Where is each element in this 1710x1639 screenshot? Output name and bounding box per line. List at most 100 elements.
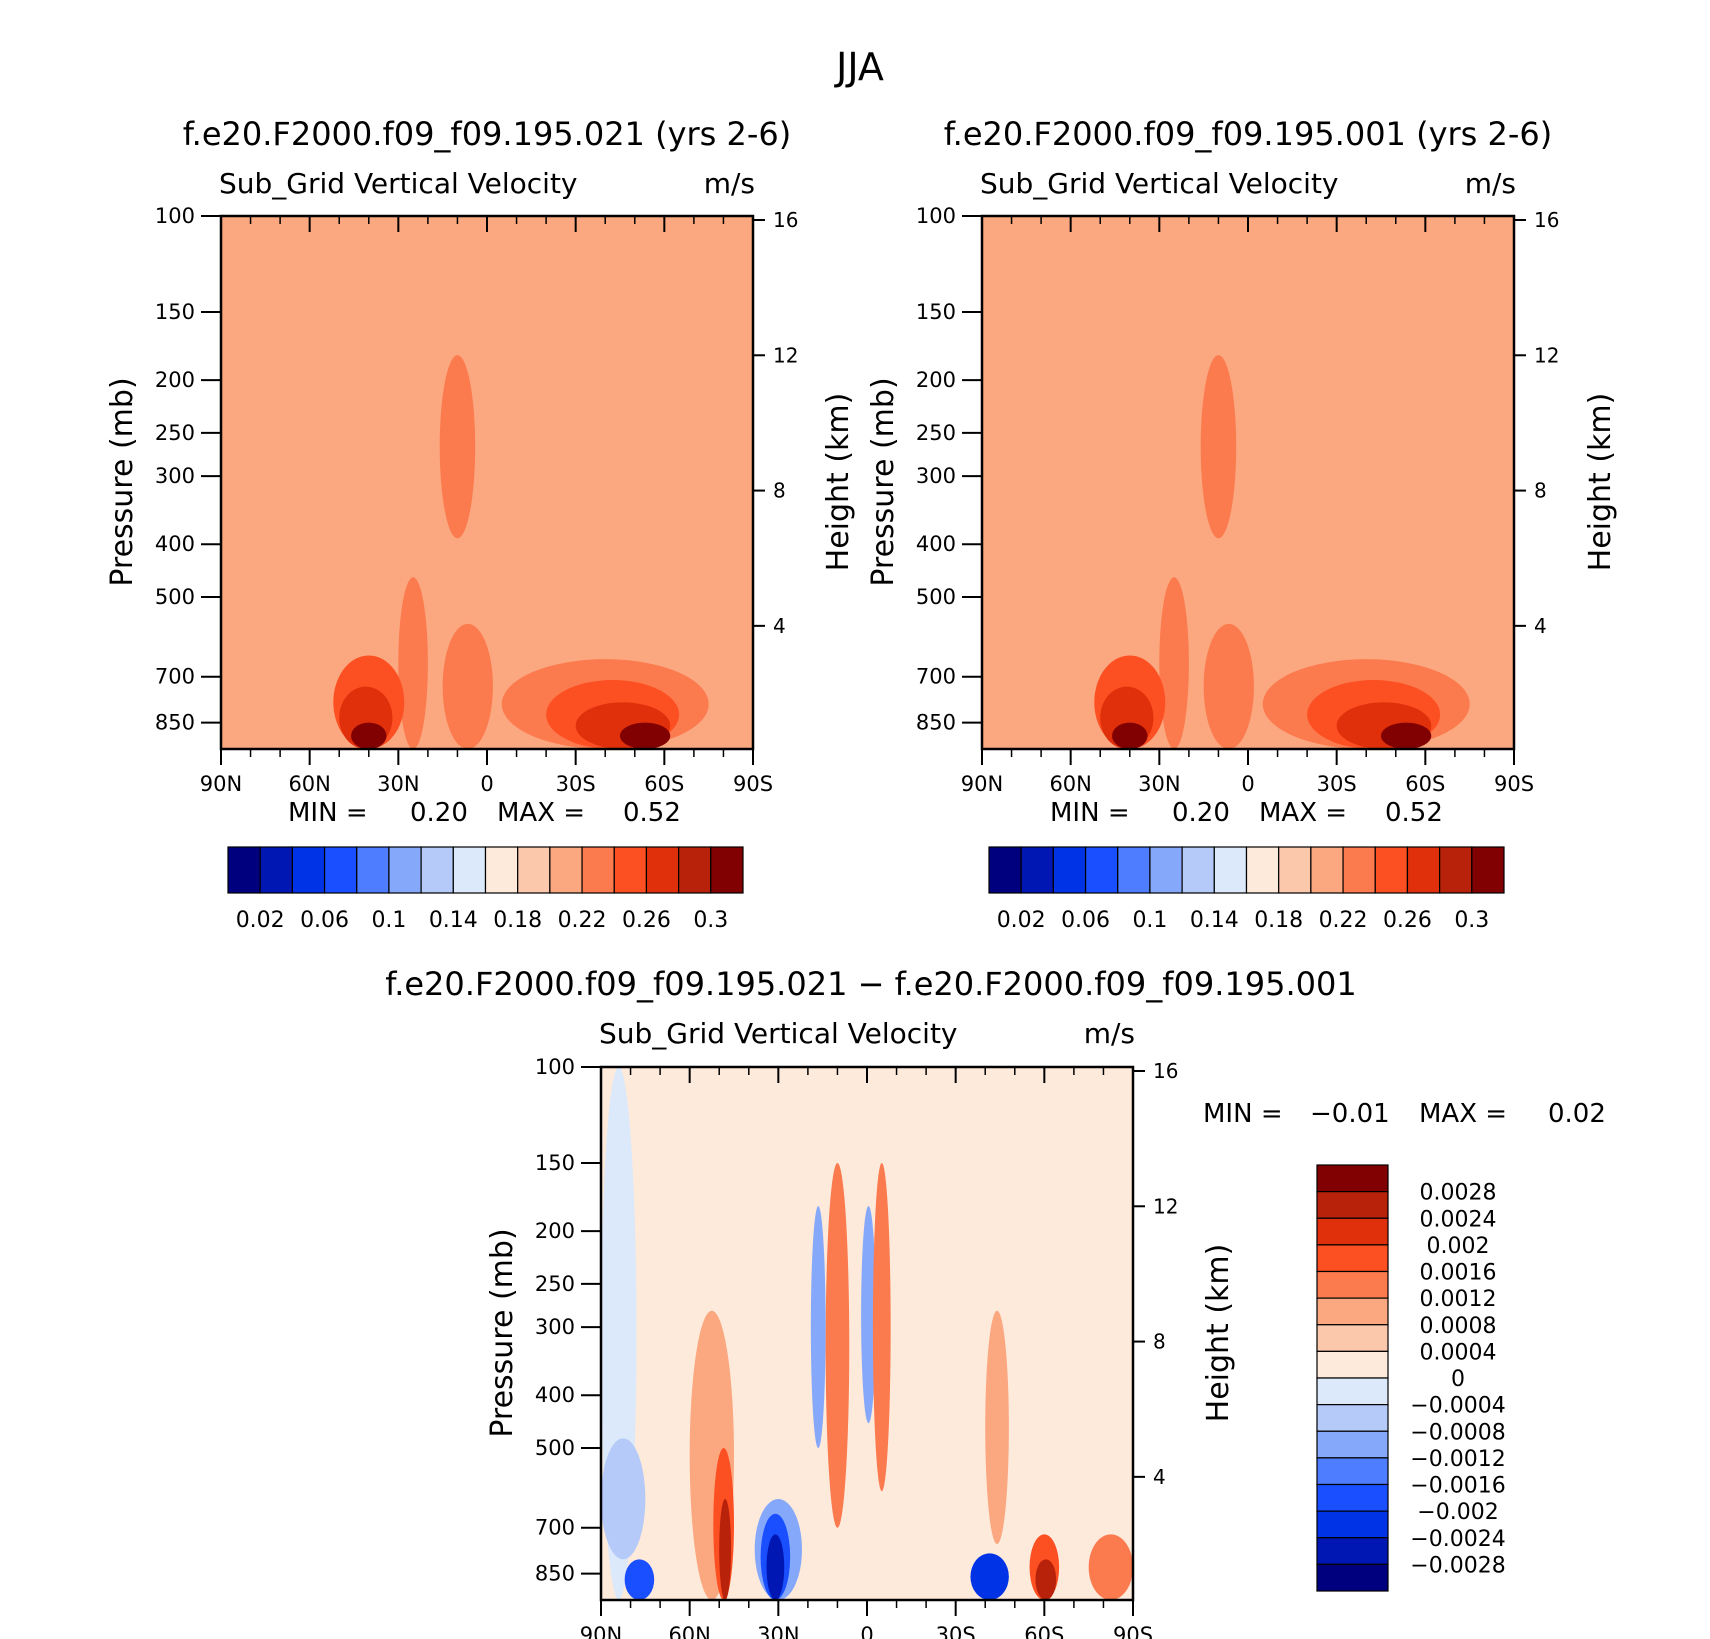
colorbar-box	[1310, 846, 1344, 894]
colorbar-box	[1316, 1563, 1389, 1592]
y2-tick-label: 8	[1153, 1330, 1166, 1354]
min-value: 0.20	[1172, 798, 1230, 828]
colorbar-box	[549, 846, 583, 894]
colorbar-box	[1316, 1404, 1389, 1432]
colorbar-label: −0.0008	[1410, 1420, 1505, 1445]
y-tick-label: 700	[916, 665, 956, 689]
panel-difference: f.e20.F2000.f09_f09.195.021 − f.e20.F200…	[385, 965, 1606, 1639]
contour-region	[398, 577, 428, 749]
colorbar-box	[1471, 846, 1505, 894]
y-tick-label: 100	[916, 204, 956, 228]
colorbar-label: 0.0028	[1420, 1181, 1497, 1206]
colorbar-label: 0.22	[558, 908, 607, 933]
y2-tick-label: 12	[1153, 1194, 1178, 1218]
y-axis-label: Pressure (mb)	[105, 377, 140, 586]
colorbar-box	[388, 846, 422, 894]
min-label: MIN =	[288, 798, 368, 828]
x-tick-label: 30N	[757, 1623, 799, 1639]
colorbar-box	[988, 846, 1022, 894]
x-tick-label: 30S	[556, 772, 596, 796]
x-tick-label: 60N	[668, 1623, 710, 1639]
x-tick-label: 30N	[1138, 772, 1180, 796]
colorbar-box	[710, 846, 744, 894]
x-tick-label: 90N	[200, 772, 242, 796]
y-tick-label: 200	[535, 1219, 575, 1243]
y2-tick-label: 8	[1534, 479, 1547, 503]
contour-region	[1035, 1559, 1057, 1600]
y-axis-label: Pressure (mb)	[866, 377, 901, 586]
contour-region	[654, 1067, 684, 1600]
colorbar: 0.00280.00240.0020.00160.00120.00080.000…	[1316, 1164, 1506, 1592]
contour-field	[221, 216, 753, 749]
y-tick-label: 850	[155, 711, 195, 735]
latitude-axis: 90N 60N 30N 0 30S 60S 90S	[580, 1067, 1153, 1639]
colorbar-box	[1117, 846, 1151, 894]
colorbar-label: 0.0024	[1420, 1207, 1497, 1232]
panel-title: f.e20.F2000.f09_f09.195.021 − f.e20.F200…	[385, 965, 1357, 1003]
colorbar-label: −0.0024	[1410, 1527, 1505, 1552]
y-tick-label: 400	[535, 1383, 575, 1407]
units-label: m/s	[1084, 1017, 1135, 1050]
colorbar-label: 0.3	[693, 908, 728, 933]
colorbar-box	[1149, 846, 1183, 894]
contour-region	[1159, 577, 1189, 749]
colorbar-box	[581, 846, 615, 894]
y-tick-label: 400	[155, 532, 195, 556]
x-tick-label: 90N	[580, 1623, 622, 1639]
colorbar-box	[484, 846, 519, 894]
variable-label: Sub_Grid Vertical Velocity	[980, 167, 1339, 200]
colorbar-label: 0.02	[997, 908, 1046, 933]
colorbar-label: 0	[1451, 1367, 1465, 1392]
colorbar-label: 0.002	[1427, 1234, 1490, 1259]
y-axis-label: Pressure (mb)	[485, 1228, 520, 1437]
contour-region	[1112, 722, 1148, 749]
colorbar-box	[645, 846, 680, 894]
contour-region	[861, 1206, 876, 1424]
x-tick-label: 30S	[936, 1623, 976, 1639]
colorbar-box	[1181, 846, 1215, 894]
y-tick-label: 700	[535, 1516, 575, 1540]
colorbar-label: 0.0004	[1420, 1340, 1497, 1365]
colorbar-box	[1342, 846, 1376, 894]
y2-axis-label: Height (km)	[1201, 1244, 1236, 1423]
y2-tick-label: 8	[773, 479, 786, 503]
colorbar-box	[1316, 1217, 1389, 1246]
panel-title: f.e20.F2000.f09_f09.195.001 (yrs 2-6)	[944, 115, 1553, 153]
max-label: MAX =	[497, 798, 585, 828]
y2-tick-label: 16	[773, 208, 798, 232]
colorbar-label: 0.3	[1454, 908, 1489, 933]
x-tick-label: 0	[480, 772, 493, 796]
x-tick-label: 60N	[1049, 772, 1091, 796]
colorbar-label: −0.0012	[1410, 1447, 1505, 1472]
height-axis: 16 12 8 4	[1133, 1059, 1178, 1489]
y-tick-label: 150	[916, 300, 956, 324]
x-tick-label: 30N	[377, 772, 419, 796]
colorbar-label: 0.02	[236, 908, 285, 933]
min-label: MIN =	[1050, 798, 1130, 828]
colorbar-box	[1213, 846, 1248, 894]
contour-region	[985, 1310, 1009, 1545]
colorbar-box	[1316, 1297, 1389, 1326]
height-axis: 16 12 8 4	[753, 208, 798, 638]
contour-field	[982, 216, 1514, 749]
colorbar-box	[1316, 1324, 1389, 1352]
colorbar-box	[259, 846, 293, 894]
y-tick-label: 200	[916, 368, 956, 392]
pressure-axis: 100 150 200 250 300 400 500 700 850	[535, 1055, 601, 1586]
colorbar-box	[1406, 846, 1441, 894]
colorbar-box	[1316, 1457, 1389, 1486]
colorbar-box	[1439, 846, 1473, 894]
max-label: MAX =	[1419, 1099, 1507, 1129]
colorbar-box	[420, 846, 454, 894]
contour-region	[1088, 1534, 1133, 1600]
y2-tick-label: 16	[1153, 1059, 1178, 1083]
contour-region	[1203, 623, 1254, 749]
max-value: 0.52	[623, 798, 681, 828]
y-tick-label: 150	[155, 300, 195, 324]
colorbar-box	[678, 846, 712, 894]
min-value: −0.01	[1310, 1099, 1390, 1129]
colorbar-box	[1316, 1244, 1389, 1273]
x-tick-label: 90S	[733, 772, 773, 796]
y-tick-label: 300	[155, 464, 195, 488]
